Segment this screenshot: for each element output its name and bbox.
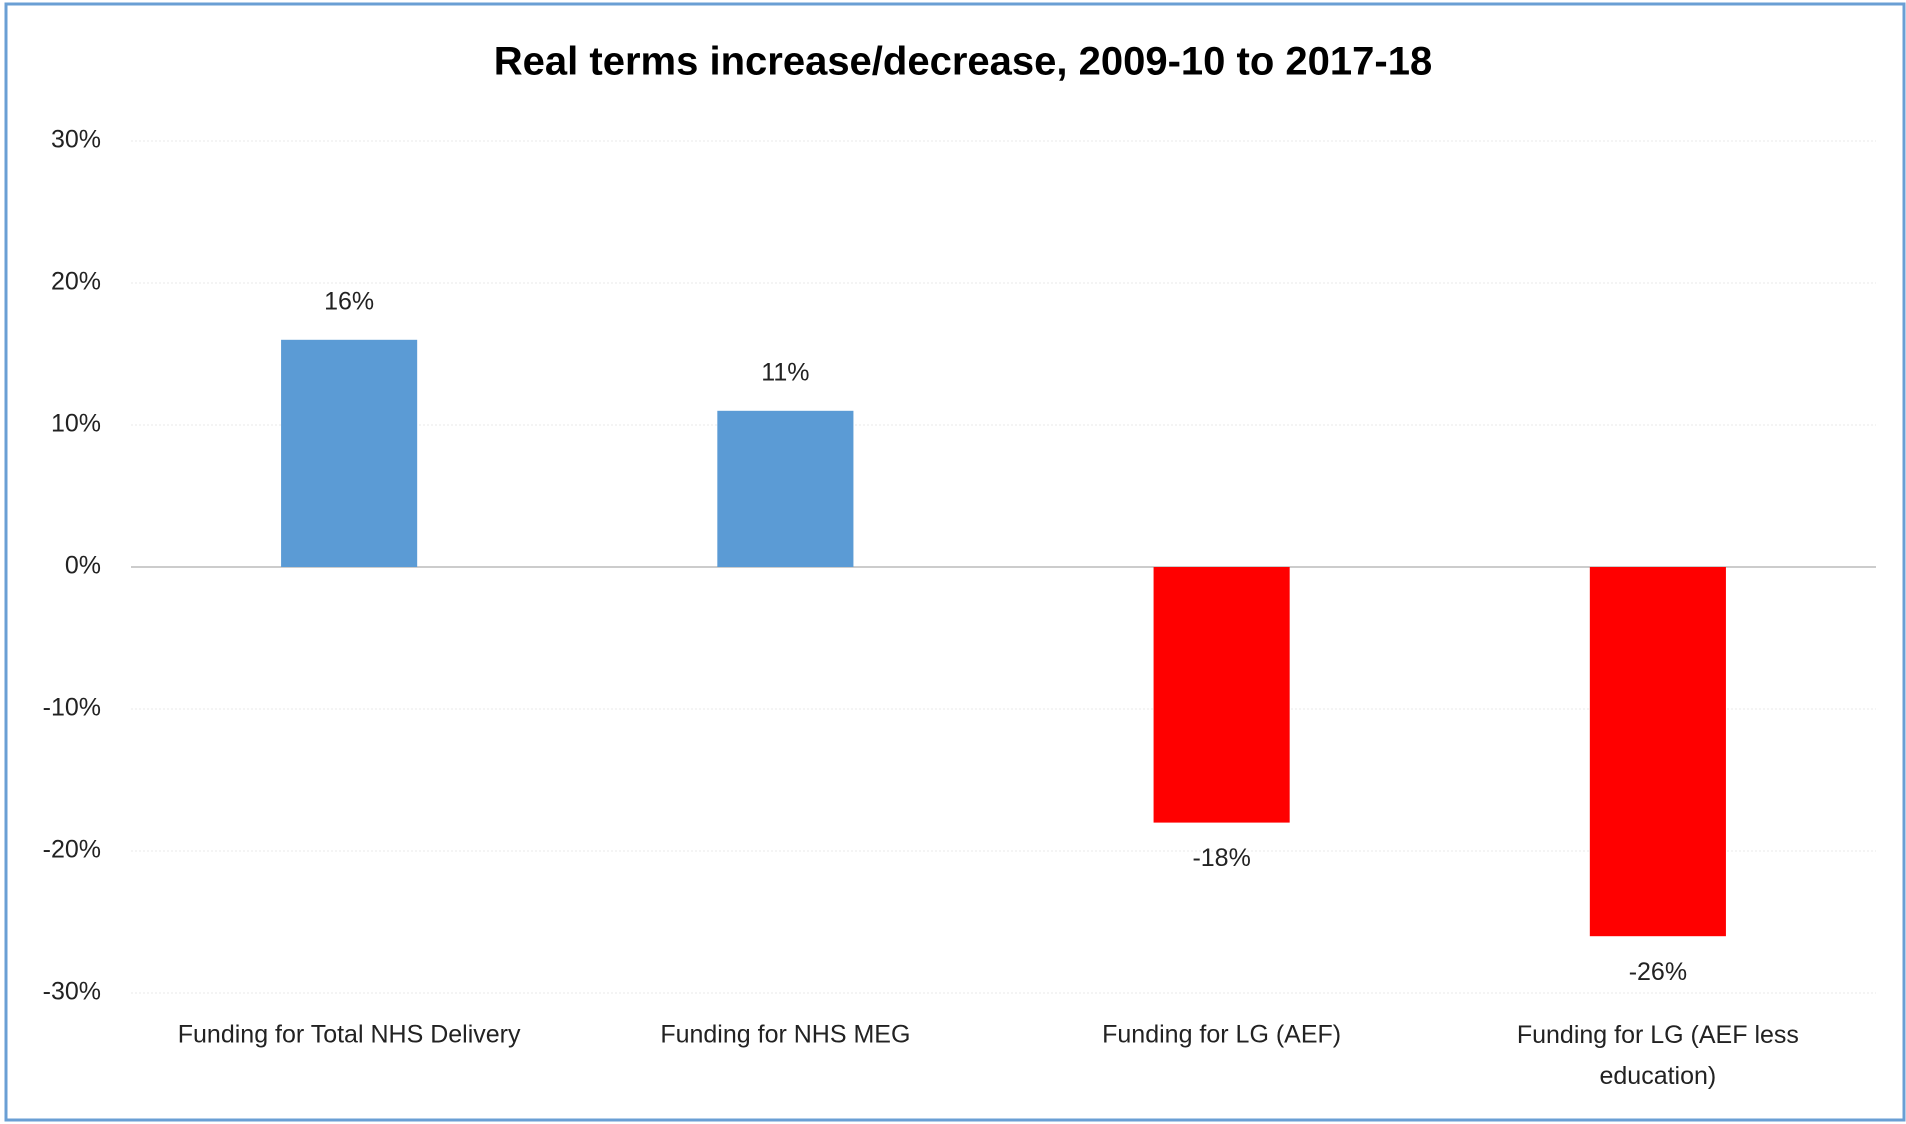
y-tick-label: -30% xyxy=(43,978,101,1006)
y-tick-label: 30% xyxy=(51,126,101,154)
data-label: -18% xyxy=(1192,844,1250,872)
y-tick-label: 20% xyxy=(51,268,101,296)
data-label: 16% xyxy=(324,287,374,315)
bar xyxy=(1153,567,1290,823)
x-tick-label: Funding for LG (AEF less education) xyxy=(1517,1021,1799,1090)
x-tick-label: Funding for NHS MEG xyxy=(660,1021,910,1049)
bar xyxy=(717,410,854,567)
chart-title: Real terms increase/decrease, 2009-10 to… xyxy=(494,40,1432,84)
y-tick-label: -20% xyxy=(43,836,101,864)
x-tick-label: Funding for Total NHS Delivery xyxy=(178,1021,521,1049)
x-tick-label: Funding for LG (AEF) xyxy=(1102,1021,1341,1049)
y-tick-label: 10% xyxy=(51,410,101,438)
data-label: -26% xyxy=(1629,958,1687,986)
bar xyxy=(1589,567,1726,937)
y-tick-label: -10% xyxy=(43,694,101,722)
y-tick-label: 0% xyxy=(65,552,101,580)
data-label: 11% xyxy=(761,358,809,386)
bar xyxy=(281,339,418,567)
